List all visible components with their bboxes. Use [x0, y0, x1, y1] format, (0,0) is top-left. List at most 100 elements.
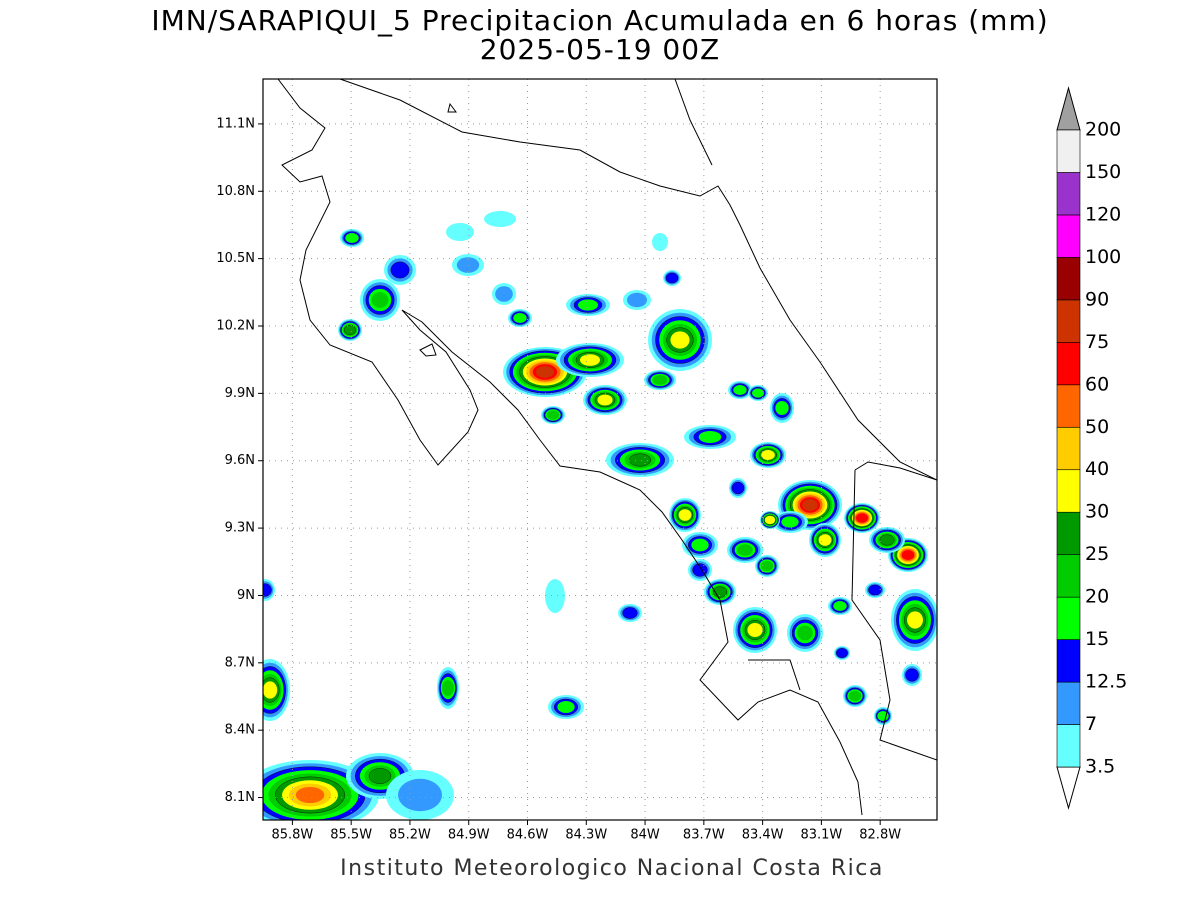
- colorbar-segment: [1056, 724, 1081, 768]
- colorbar-segment: [1056, 384, 1081, 428]
- precip-cell: [627, 292, 647, 308]
- x-tick-label: 84W: [630, 828, 660, 843]
- y-tick-label: 8.7N: [225, 655, 255, 670]
- colorbar-label: 20: [1085, 586, 1109, 608]
- colorbar-segment: [1056, 469, 1081, 513]
- y-tick-label: 8.4N: [225, 723, 255, 738]
- x-tick-label: 83.1W: [800, 828, 842, 843]
- precip-cell: [764, 515, 776, 525]
- precip-cell: [901, 550, 915, 560]
- precip-cell: [456, 257, 480, 273]
- colorbar-label: 60: [1085, 373, 1109, 395]
- precip-cell: [879, 534, 895, 546]
- colorbar-segment: [1056, 172, 1081, 216]
- x-tick-label: 85.8W: [271, 828, 313, 843]
- colorbar-label: 25: [1085, 543, 1109, 565]
- precip-cell: [263, 583, 272, 597]
- precip-cell: [848, 690, 862, 702]
- precip-cell: [833, 601, 847, 611]
- precip-cell: [536, 366, 554, 378]
- precip-cell: [295, 786, 325, 804]
- coastline: [748, 659, 801, 691]
- precip-cell: [737, 544, 753, 556]
- precip-cell: [622, 607, 638, 619]
- precip-cell: [733, 385, 747, 395]
- precip-cell: [446, 223, 474, 241]
- precip-cell: [678, 509, 692, 521]
- y-tick-label: 11.1N: [216, 116, 255, 131]
- precip-cell: [371, 292, 389, 308]
- precip-cell: [546, 410, 560, 420]
- x-tick-label: 85.2W: [389, 828, 431, 843]
- precip-cell: [545, 579, 565, 613]
- precip-cell: [836, 648, 848, 658]
- colorbar-label: 15: [1085, 628, 1109, 650]
- coastline: [674, 79, 713, 166]
- y-tick-label: 9.6N: [225, 453, 255, 468]
- x-tick-label: 84.9W: [448, 828, 490, 843]
- colorbar-segment: [1056, 554, 1081, 598]
- y-tick-label: 8.1N: [225, 790, 255, 805]
- precip-cell: [775, 401, 789, 415]
- colorbar-label: 150: [1085, 161, 1121, 183]
- border: [854, 461, 937, 481]
- precip-cell: [761, 450, 775, 460]
- plot-frame: [262, 78, 938, 821]
- colorbar-segment: [1056, 299, 1081, 343]
- precip-cell: [368, 768, 392, 784]
- colorbar-segment: [1056, 342, 1081, 386]
- axes: 85.8W 85.5W 85.2W 84.9W 84.6W 84.3W 84W 83.7W 83…: [216, 116, 901, 842]
- colorbar-over: [1056, 86, 1081, 131]
- precip-cell: [747, 623, 763, 637]
- colorbar-label: 200: [1085, 119, 1121, 141]
- y-tick-label: 10.8N: [216, 184, 255, 199]
- precipitation-field: [263, 211, 937, 820]
- precip-cell: [513, 313, 527, 323]
- colorbar-label: 3.5: [1085, 756, 1115, 778]
- precip-cell: [343, 324, 357, 336]
- subtitle: 2025-05-19 00Z: [480, 33, 720, 66]
- precip-cell: [760, 560, 774, 572]
- footer: Instituto Meteorologico Nacional Costa R…: [340, 856, 884, 881]
- coastline: [339, 79, 937, 481]
- colorbar-segment: [1056, 596, 1081, 640]
- x-tick-label: 82.8W: [859, 828, 901, 843]
- precip-cell: [781, 516, 799, 528]
- coastlines: [277, 79, 937, 816]
- precip-cell: [398, 778, 442, 812]
- precip-cell: [868, 584, 882, 596]
- colorbar-label: 7: [1085, 713, 1097, 735]
- precip-cell: [557, 701, 575, 713]
- colorbar: 3.5 7 12.5 15 20 25 30 40 50 60 75 90 100 120 150 200: [1056, 86, 1127, 810]
- precip-cell: [698, 431, 722, 443]
- colorbar-label: 75: [1085, 331, 1109, 353]
- precip-cell: [442, 680, 454, 696]
- y-tick-label: 10.5N: [216, 251, 255, 266]
- grid: [263, 79, 937, 820]
- precip-cell: [802, 499, 818, 511]
- precip-cell: [597, 394, 613, 406]
- precip-cell: [652, 233, 668, 251]
- x-tick-label: 84.6W: [507, 828, 549, 843]
- x-tick-label: 84.3W: [565, 828, 607, 843]
- colorbar-segment: [1056, 681, 1081, 725]
- colorbar-label: 30: [1085, 501, 1109, 523]
- precip-cell: [628, 453, 652, 467]
- colorbar-label: 40: [1085, 458, 1109, 480]
- colorbar-segment: [1056, 639, 1081, 683]
- precip-cell: [580, 354, 600, 366]
- precip-cell: [907, 611, 923, 629]
- title: IMN/SARAPIQUI_5 Precipitacion Acumulada …: [151, 4, 1048, 37]
- colorbar-label: 12.5: [1085, 671, 1127, 693]
- precip-cell: [345, 233, 359, 243]
- precip-cell: [691, 538, 709, 552]
- precip-cell: [797, 625, 813, 641]
- x-tick-label: 85.5W: [330, 828, 372, 843]
- colorbar-segment: [1056, 129, 1081, 173]
- precip-cell: [390, 261, 410, 279]
- x-tick-label: 83.7W: [683, 828, 725, 843]
- colorbar-label: 90: [1085, 288, 1109, 310]
- precip-cell: [652, 375, 668, 385]
- colorbar-segment: [1056, 257, 1081, 301]
